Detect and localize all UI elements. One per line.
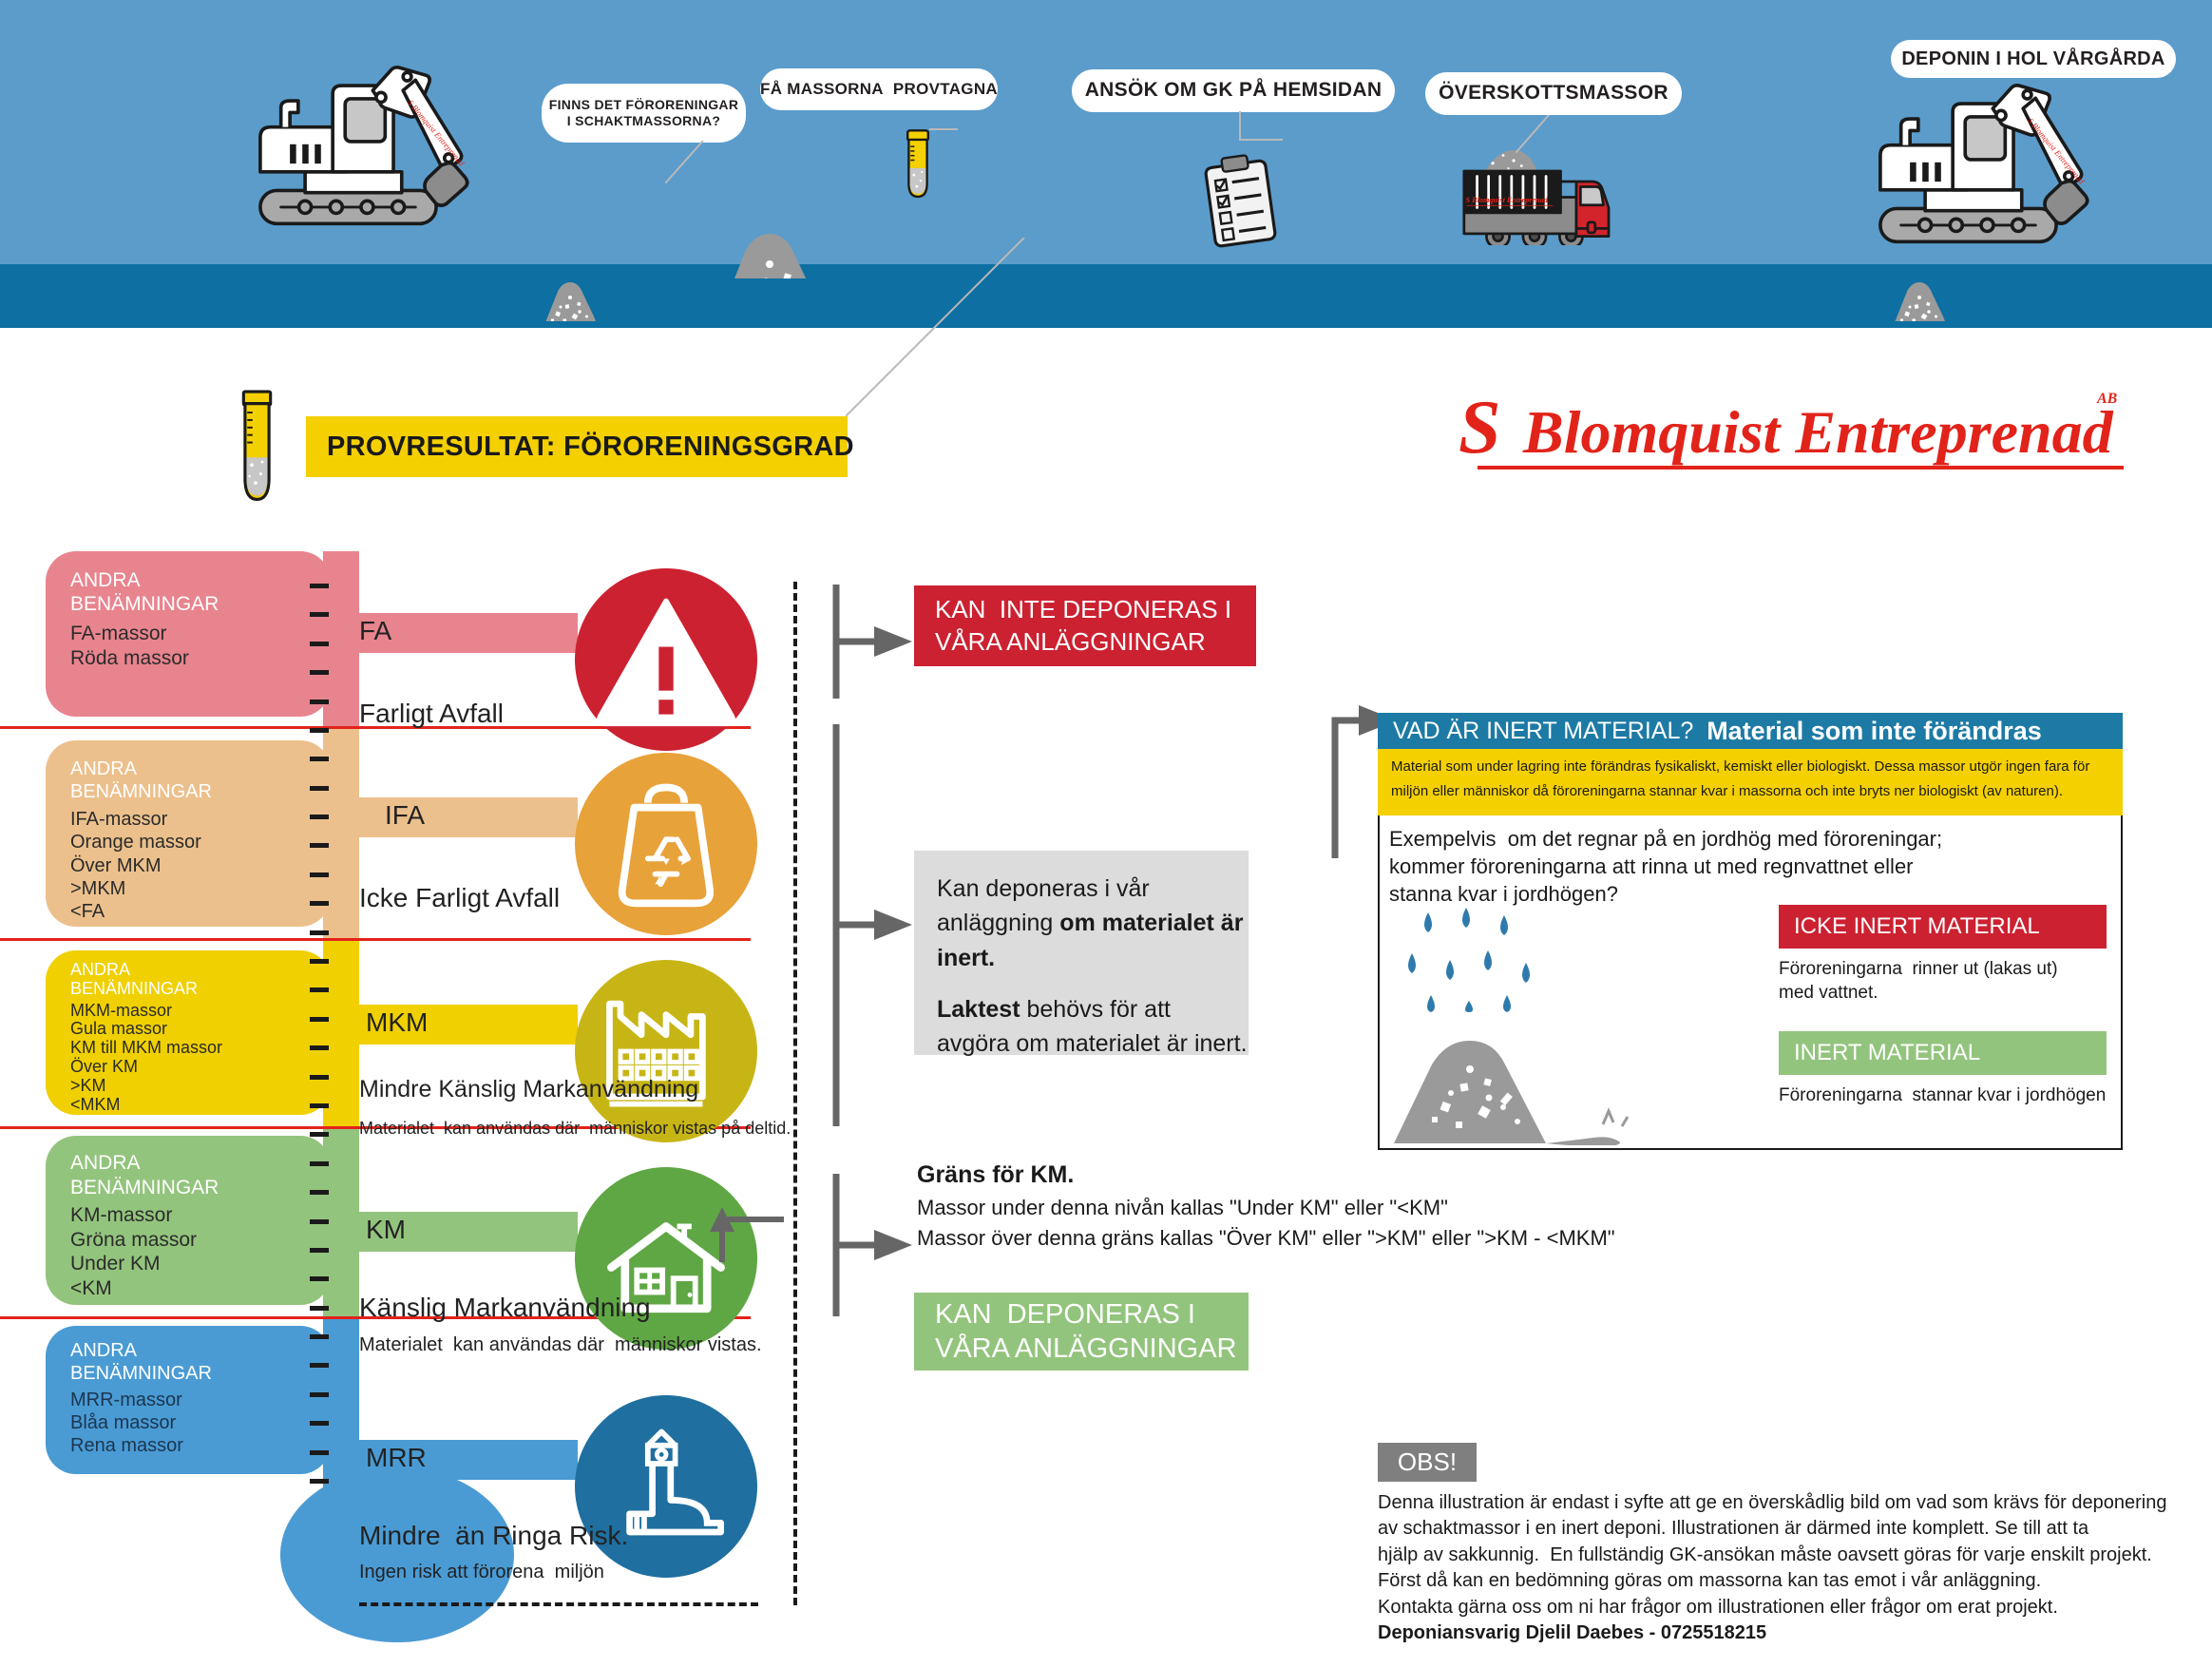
- svg-text:S: S: [1459, 388, 1501, 470]
- svg-text:Blomquist Entreprenad: Blomquist Entreprenad: [1522, 398, 2114, 466]
- svg-text:AB: AB: [2096, 391, 2118, 407]
